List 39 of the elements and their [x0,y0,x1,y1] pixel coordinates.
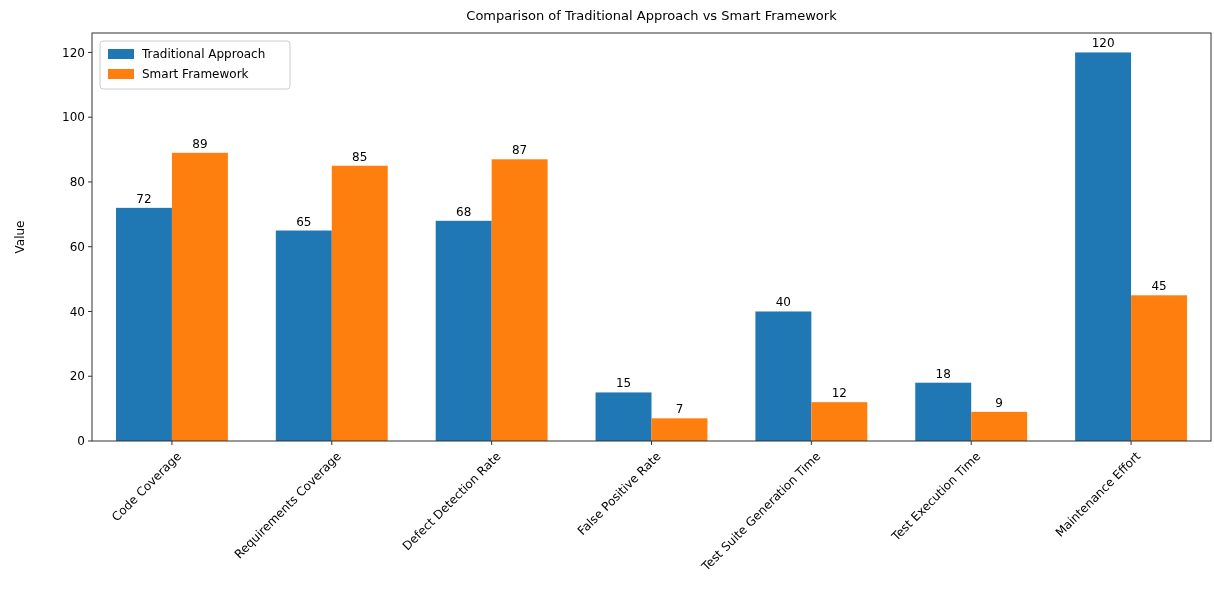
bar [331,165,388,441]
data-label: 89 [192,136,208,151]
data-label: 65 [296,214,312,229]
bar [171,152,228,441]
bar [1075,52,1132,441]
data-label: 40 [775,295,792,310]
legend-label: Smart Framework [142,67,249,82]
data-label: 87 [511,143,528,158]
y-tick-label: 20 [69,369,85,384]
y-tick-label: 40 [69,304,85,319]
bar [755,311,812,441]
data-label: 9 [995,395,1004,410]
y-tick-label: 60 [69,239,85,254]
y-tick-label: 120 [62,45,85,60]
data-label: 68 [456,204,472,219]
data-label: 12 [831,386,847,401]
bar [115,207,172,441]
data-label: 85 [352,149,368,164]
chart-title: Comparison of Traditional Approach vs Smart Framework [466,8,838,23]
bar [275,230,332,441]
y-axis-title: Value [13,220,27,254]
bar [435,220,492,441]
bar [971,411,1028,441]
data-label: 45 [1151,279,1167,294]
data-label: 72 [136,191,152,206]
bar [651,418,708,441]
legend-label: Traditional Approach [141,47,266,62]
bar [491,159,548,441]
bar [811,402,868,441]
bar [915,382,972,441]
data-label: 15 [615,376,632,391]
data-label: 120 [1091,36,1115,51]
bar [595,392,652,441]
y-tick-label: 80 [69,175,85,190]
y-tick-label: 0 [77,434,85,449]
y-tick-label: 100 [62,110,85,125]
data-label: 7 [675,402,684,417]
data-label: 18 [935,366,951,381]
bar [1131,295,1188,441]
